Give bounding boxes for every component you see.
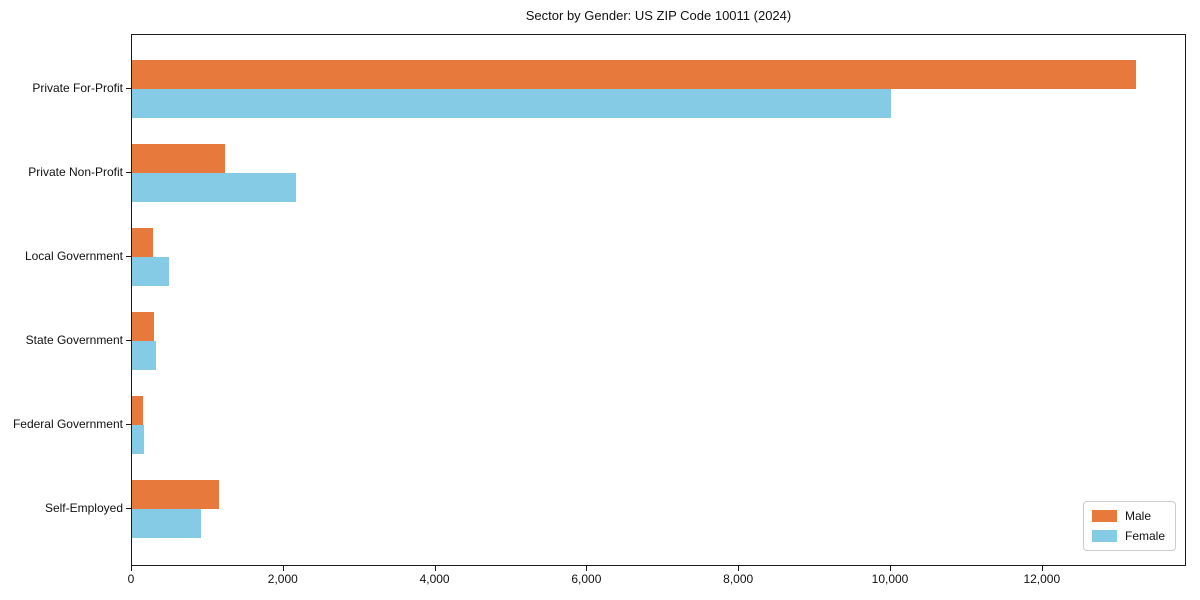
y-tick-label: Private Non-Profit [28, 165, 123, 179]
bar-female [132, 341, 156, 370]
y-tick-mark [126, 88, 131, 89]
bar-male [132, 144, 225, 173]
legend-label: Male [1124, 509, 1151, 523]
x-tick-label: 2,000 [267, 572, 298, 586]
plot-area: Male Female [131, 34, 1186, 566]
y-tick-mark [126, 508, 131, 509]
legend-swatch-male [1091, 510, 1117, 522]
legend: Male Female [1082, 501, 1176, 551]
x-tick-label: 0 [127, 572, 135, 586]
bar-male [132, 60, 1137, 89]
x-tick-mark [890, 566, 891, 571]
bar-female [132, 509, 202, 538]
x-tick-mark [282, 566, 284, 571]
legend-label: Female [1124, 529, 1165, 543]
bar-male [132, 228, 153, 257]
chart-title: Sector by Gender: US ZIP Code 10011 (202… [525, 8, 792, 23]
y-tick-label: Local Government [24, 249, 123, 263]
legend-entry: Male [1091, 509, 1165, 523]
y-tick-mark [126, 172, 131, 173]
bar-male [132, 396, 143, 425]
y-tick-label: Self-Employed [44, 501, 123, 515]
bar-male [132, 312, 154, 341]
x-tick-mark [738, 566, 740, 571]
x-tick-mark [131, 566, 132, 571]
y-tick-label: State Government [25, 333, 123, 347]
legend-entry: Female [1091, 529, 1165, 543]
bar-female [132, 173, 296, 202]
x-tick-label: 8,000 [723, 572, 754, 586]
bar-female [132, 89, 891, 118]
legend-swatch-female [1091, 530, 1117, 542]
bar-female [132, 425, 144, 454]
bar-male [132, 480, 220, 509]
y-tick-label: Federal Government [12, 417, 123, 431]
y-tick-mark [126, 340, 131, 341]
y-tick-label: Private For-Profit [32, 81, 123, 95]
x-tick-mark [586, 566, 588, 571]
x-tick-mark [1041, 566, 1043, 571]
y-tick-mark [126, 424, 131, 425]
x-tick-label: 4,000 [419, 572, 450, 586]
x-tick-label: 6,000 [571, 572, 602, 586]
x-tick-mark [434, 566, 436, 571]
x-tick-label: 12,000 [1023, 572, 1061, 586]
bar-female [132, 257, 170, 286]
y-tick-mark [126, 256, 131, 257]
x-tick-label: 10,000 [871, 572, 909, 586]
